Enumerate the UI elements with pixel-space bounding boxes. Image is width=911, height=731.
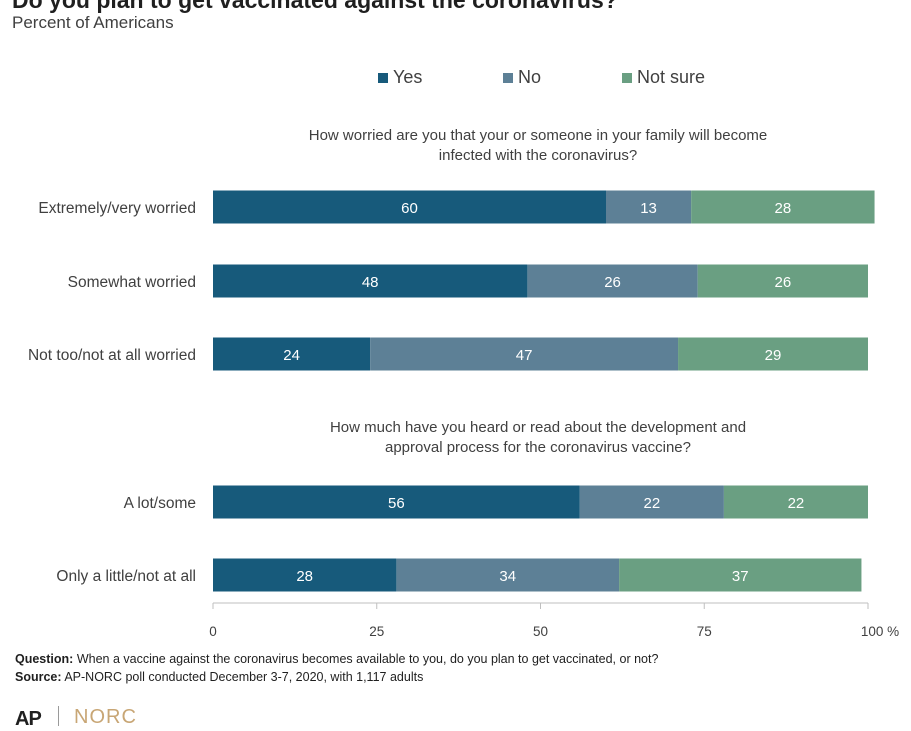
bar-segment-no [606, 190, 692, 224]
group-title-heard-line-1: How much have you heard or read about th… [329, 419, 747, 436]
group-title-worry-line-1: How worried are you that your or someone… [308, 127, 768, 144]
data-label: 48 [362, 274, 379, 291]
data-label: 47 [516, 347, 533, 364]
legend-swatch-yes [378, 72, 388, 83]
data-label: 34 [499, 568, 516, 585]
bar-segment-no [370, 337, 679, 371]
bar-segment-yes [213, 190, 606, 224]
category-label: Extremely/very worried [38, 200, 196, 217]
data-label: 13 [640, 200, 657, 217]
data-label: 28 [775, 200, 792, 217]
data-label: 29 [765, 347, 782, 364]
x-tick-label: 100 % [861, 624, 899, 639]
category-label: Not too/not at all worried [28, 347, 196, 364]
category-label: A lot/some [124, 495, 196, 512]
data-label: 24 [283, 347, 300, 364]
bar-segment-no [579, 485, 724, 519]
group-title-worry-line-2: infected with the coronavirus? [438, 147, 638, 164]
data-label: 37 [732, 568, 749, 585]
group-title-heard: How much have you heard or read about th… [213, 418, 863, 458]
data-label: 22 [644, 495, 661, 512]
bar-segment-yes [213, 485, 580, 519]
source-label: Source: [15, 670, 62, 684]
legend-item-no: No [503, 67, 541, 88]
legend-item-not-sure: Not sure [622, 67, 705, 88]
x-tick-label: 75 [697, 624, 712, 639]
bar-segment-yes [213, 337, 371, 371]
x-tick-label: 25 [369, 624, 384, 639]
category-label: Somewhat worried [68, 274, 196, 291]
legend-swatch-no [503, 72, 513, 83]
footer-question: Question: When a vaccine against the cor… [15, 652, 658, 666]
legend-label-no: No [518, 67, 542, 87]
bar-segment-not-sure [678, 337, 868, 371]
data-label: 26 [604, 274, 621, 291]
legend: Yes No Not sure [0, 67, 911, 89]
category-label: Only a little/not at all [56, 568, 196, 585]
bar-segment-not-sure [723, 485, 868, 519]
bar-segment-no [527, 264, 698, 298]
bar-segment-yes [213, 558, 397, 592]
question-text: When a vaccine against the coronavirus b… [73, 652, 659, 666]
bar-segment-not-sure [619, 558, 862, 592]
bar-segment-not-sure [697, 264, 868, 298]
bar-segment-no [396, 558, 620, 592]
bar-segment-not-sure [691, 190, 875, 224]
bar-segment-yes [213, 264, 528, 298]
question-label: Question: [15, 652, 74, 666]
legend-label-not-sure: Not sure [637, 67, 706, 87]
chart-title: Do you plan to get vaccinated against th… [12, 0, 618, 13]
legend-label-yes: Yes [393, 67, 423, 87]
data-label: 60 [401, 200, 418, 217]
data-label: 56 [388, 495, 405, 512]
x-tick-label: 50 [533, 624, 548, 639]
group-title-heard-line-2: approval process for the coronavirus vac… [385, 439, 691, 456]
logo-divider [58, 706, 59, 726]
legend-item-yes: Yes [378, 67, 422, 88]
data-label: 22 [788, 495, 805, 512]
group-title-worry: How worried are you that your or someone… [213, 126, 863, 166]
legend-swatch-not-sure [622, 72, 632, 83]
norc-logo: NORC [74, 706, 137, 728]
footer-source: Source: AP-NORC poll conducted December … [15, 670, 423, 684]
x-tick-label: 0 [209, 624, 217, 639]
chart-subtitle: Percent of Americans [12, 13, 174, 32]
data-label: 26 [775, 274, 792, 291]
source-text: AP-NORC poll conducted December 3-7, 202… [61, 670, 424, 684]
data-label: 28 [296, 568, 313, 585]
